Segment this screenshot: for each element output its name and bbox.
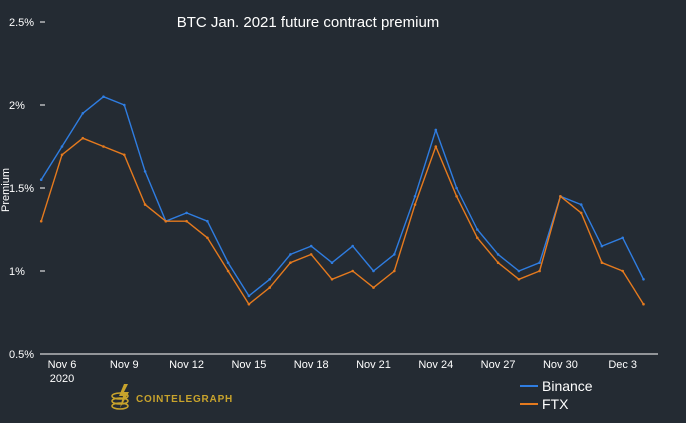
data-point-binance	[309, 244, 313, 248]
chart-title: BTC Jan. 2021 future contract premium	[177, 14, 440, 31]
data-point-ftx	[351, 269, 355, 273]
data-point-ftx	[206, 236, 209, 240]
x-tick-label: Dec 3	[608, 359, 637, 371]
data-point-binance	[81, 112, 85, 115]
data-point-ftx	[102, 145, 105, 148]
data-point-binance	[393, 253, 396, 256]
data-point-ftx	[600, 261, 604, 265]
data-point-ftx	[413, 203, 417, 206]
x-tick-label: Nov 15	[231, 359, 266, 371]
data-point-binance	[60, 145, 64, 148]
legend: Binance FTX	[520, 378, 593, 412]
series-lines	[39, 95, 645, 306]
x-axis: Nov 6 Nov 9 Nov 12 Nov 15 Nov 18 Nov 21 Nov 24…	[48, 359, 637, 385]
data-point-binance	[621, 236, 624, 240]
data-point-binance	[600, 244, 604, 248]
data-point-binance	[434, 128, 438, 132]
y-tick-label: 2.5%	[9, 17, 34, 29]
data-point-ftx	[330, 278, 334, 281]
data-point-ftx	[455, 195, 458, 198]
data-point-binance	[206, 219, 209, 223]
data-point-binance	[351, 244, 355, 248]
data-point-ftx	[185, 219, 188, 223]
data-point-ftx	[372, 286, 375, 289]
data-point-ftx	[476, 236, 479, 240]
x-tick-label: Nov 9	[110, 359, 139, 371]
data-point-binance	[268, 278, 272, 281]
x-tick-label: Nov 30	[543, 359, 578, 371]
data-point-ftx	[143, 203, 147, 206]
data-point-binance	[123, 103, 126, 107]
data-point-binance	[247, 294, 251, 298]
data-point-binance	[226, 261, 230, 265]
y-tick-label: 2%	[9, 100, 25, 112]
data-point-ftx	[496, 261, 500, 265]
coin-stack-icon	[111, 384, 129, 410]
data-point-ftx	[39, 219, 43, 223]
x-tick-label: Nov 27	[481, 359, 516, 371]
data-point-binance	[413, 195, 417, 198]
data-point-ftx	[642, 302, 645, 306]
data-point-ftx	[309, 253, 313, 256]
data-point-binance	[476, 228, 479, 231]
x-tick-year-label: 2020	[50, 373, 74, 385]
data-point-binance	[185, 211, 188, 215]
data-point-ftx	[164, 219, 168, 223]
data-point-ftx	[123, 153, 126, 157]
data-point-ftx	[289, 261, 292, 265]
data-point-ftx	[393, 269, 396, 273]
data-point-ftx	[434, 145, 438, 148]
data-point-binance	[330, 261, 334, 265]
data-point-binance	[39, 178, 43, 181]
legend-label: Binance	[542, 378, 593, 394]
y-tick-label: 1%	[9, 266, 25, 278]
x-tick-label: Nov 21	[356, 359, 391, 371]
data-point-ftx	[247, 302, 251, 306]
y-axis: 2.5% 2% 1.5% 1% 0.5%	[9, 17, 45, 361]
data-point-binance	[579, 203, 583, 206]
data-point-binance	[102, 95, 105, 98]
series-line-ftx	[40, 137, 645, 305]
data-point-ftx	[268, 286, 272, 289]
y-tick-label: 1.5%	[9, 183, 34, 195]
data-point-binance	[642, 278, 645, 281]
data-point-ftx	[621, 269, 624, 273]
x-tick-label: Nov 18	[294, 359, 329, 371]
data-point-ftx	[517, 278, 521, 281]
y-tick-label: 0.5%	[9, 349, 34, 361]
legend-label: FTX	[542, 396, 569, 412]
data-point-binance	[496, 253, 500, 256]
y-axis-label: Premium	[0, 168, 12, 212]
x-tick-label: Nov 6	[48, 359, 77, 371]
data-point-binance	[372, 269, 375, 273]
series-line-binance	[40, 95, 645, 297]
data-point-ftx	[81, 136, 85, 140]
x-tick-label: Nov 12	[169, 359, 204, 371]
x-tick-label: Nov 24	[418, 359, 453, 371]
cointelegraph-logo: COINTELEGRAPH	[111, 384, 233, 410]
logo-text: COINTELEGRAPH	[136, 394, 233, 405]
data-point-ftx	[226, 269, 230, 273]
data-point-binance	[455, 186, 458, 190]
data-point-binance	[289, 253, 292, 256]
data-point-binance	[517, 269, 521, 273]
data-point-binance	[538, 261, 541, 265]
data-point-ftx	[538, 269, 541, 273]
data-point-ftx	[579, 211, 583, 215]
data-point-ftx	[60, 153, 64, 157]
data-point-ftx	[559, 195, 562, 198]
data-point-binance	[143, 170, 147, 173]
